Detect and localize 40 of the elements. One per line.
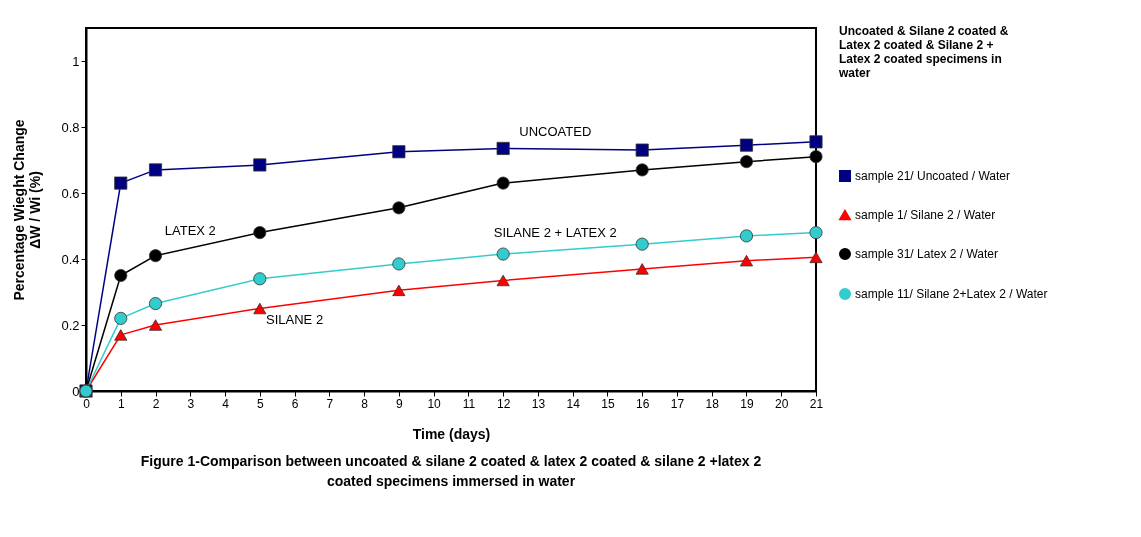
x-tick-label: 20 [775,396,789,411]
x-tick-label: 7 [326,396,334,411]
annotation: SILANE 2 [266,311,324,327]
annotation: SILANE 2 + LATEX 2 [493,225,617,241]
legend-label: sample 21/ Uncoated / Water [855,169,1010,183]
text: Uncoated & Silane 2 coated & Latex 2 coated & Silane 2 + Latex 2 coated specimens in water [838,24,1009,80]
x-tick-label: 0 [83,396,91,411]
y-tick-label: 0.6 [61,185,80,201]
x-tick-label: 3 [187,396,195,411]
legend-label: sample 1/ Silane 2 / Water [855,208,996,222]
y-axis-title: Percentage Wieght Change ΔW / Wi (%) [11,119,44,301]
x-tick-label: 14 [566,396,581,411]
x-tick-label: 13 [531,396,546,411]
x-tick-label: 15 [601,396,615,411]
x-tick-label: 11 [462,396,476,411]
x-tick-label: 2 [152,396,160,411]
y-tick-label: 1 [72,53,80,69]
legend-label: sample 11/ Silane 2+Latex 2 / Water [855,287,1048,301]
x-tick-label: 12 [496,396,511,411]
x-axis-title: Time (days) [412,425,491,442]
annotation: UNCOATED [519,124,592,140]
y-tick-label: 0 [72,383,80,399]
legend-label: sample 31/ Latex 2 / Water [855,247,998,261]
x-tick-label: 21 [809,396,824,411]
x-tick-label: 8 [361,396,369,411]
x-tick-label: 9 [396,396,404,411]
x-tick-label: 19 [740,396,754,411]
x-tick-label: 18 [705,396,720,411]
x-tick-label: 5 [256,396,264,411]
x-tick-label: 4 [222,396,230,411]
x-tick-label: 6 [291,396,299,411]
y-tick-label: 0.8 [61,119,80,135]
x-tick-label: 1 [117,396,125,411]
caption: Figure 1-Comparison between uncoated & silane 2 coated & latex 2 coated & silane 2 +latex 2 coated specimens immersed in water [140,453,762,489]
y-tick-label: 0.4 [61,251,80,267]
y-tick-label: 0.2 [61,317,80,333]
annotation: LATEX 2 [164,223,216,239]
x-tick-label: 16 [636,396,650,411]
x-tick-label: 17 [670,396,685,411]
x-tick-label: 10 [427,396,442,411]
